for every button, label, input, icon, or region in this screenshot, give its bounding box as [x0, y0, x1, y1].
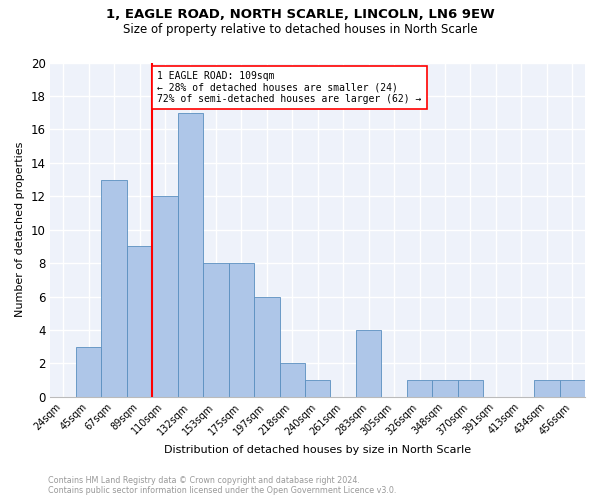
Bar — [534, 380, 560, 397]
Bar — [560, 380, 585, 397]
Text: 1 EAGLE ROAD: 109sqm
← 28% of detached houses are smaller (24)
72% of semi-detac: 1 EAGLE ROAD: 109sqm ← 28% of detached h… — [157, 71, 422, 104]
Bar — [280, 364, 305, 397]
Bar — [76, 346, 101, 397]
Bar — [203, 263, 229, 397]
Bar — [101, 180, 127, 397]
Bar — [152, 196, 178, 397]
Bar — [127, 246, 152, 397]
Bar — [432, 380, 458, 397]
Y-axis label: Number of detached properties: Number of detached properties — [15, 142, 25, 318]
Bar — [458, 380, 483, 397]
Bar — [229, 263, 254, 397]
Bar — [178, 112, 203, 397]
Text: Size of property relative to detached houses in North Scarle: Size of property relative to detached ho… — [122, 22, 478, 36]
Text: 1, EAGLE ROAD, NORTH SCARLE, LINCOLN, LN6 9EW: 1, EAGLE ROAD, NORTH SCARLE, LINCOLN, LN… — [106, 8, 494, 20]
Bar — [356, 330, 382, 397]
Bar — [254, 296, 280, 397]
Bar — [407, 380, 432, 397]
Text: Contains HM Land Registry data © Crown copyright and database right 2024.
Contai: Contains HM Land Registry data © Crown c… — [48, 476, 397, 495]
Bar — [305, 380, 331, 397]
X-axis label: Distribution of detached houses by size in North Scarle: Distribution of detached houses by size … — [164, 445, 471, 455]
